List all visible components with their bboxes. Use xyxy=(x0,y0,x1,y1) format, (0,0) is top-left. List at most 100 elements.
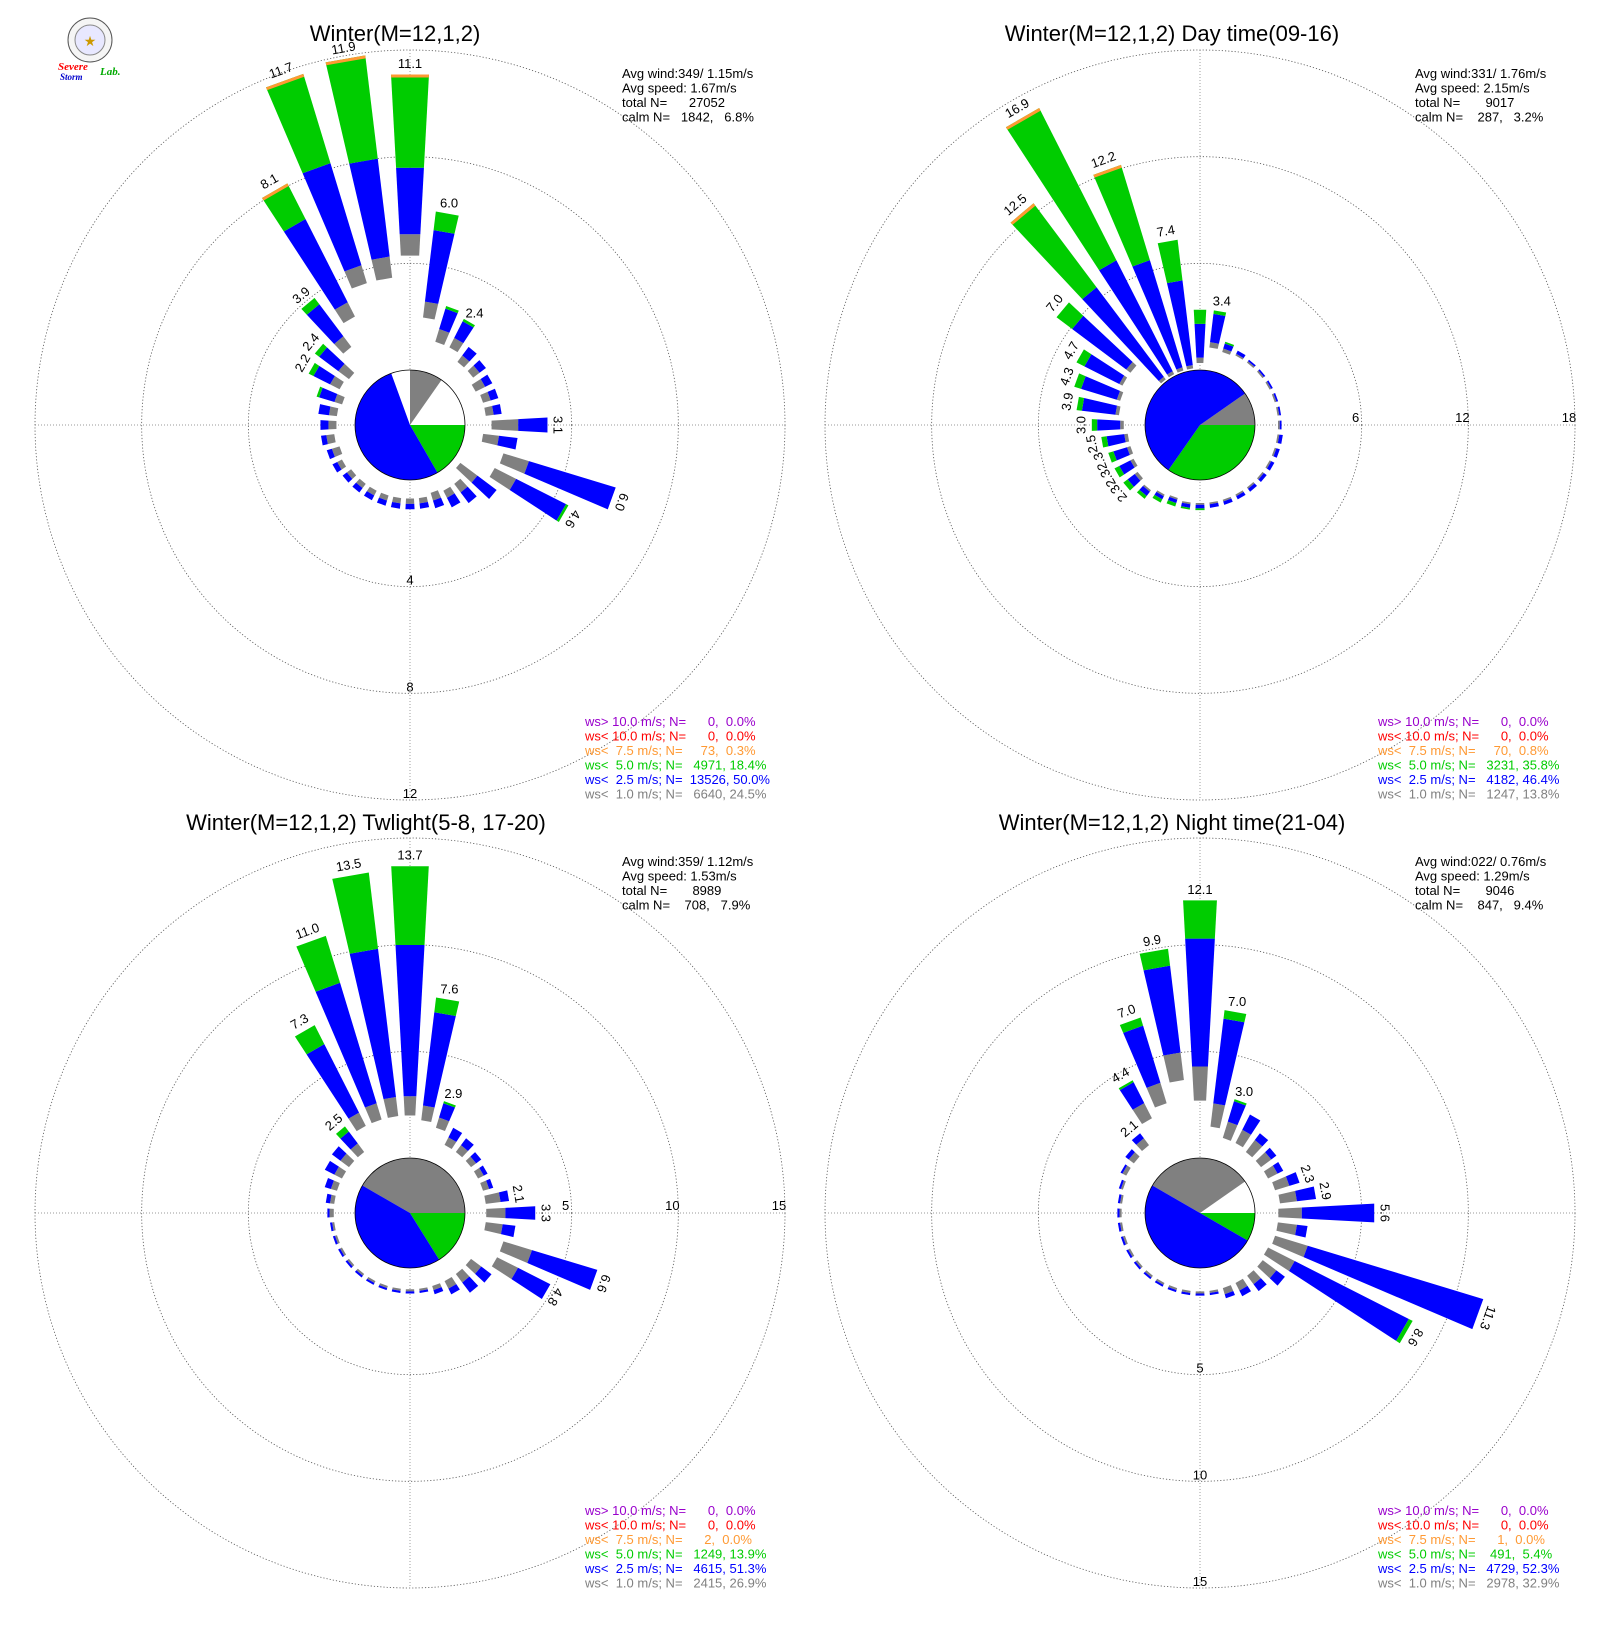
ring-label: 15 xyxy=(1193,1574,1207,1589)
bar-segment-green xyxy=(1005,108,1117,271)
bar-segment-blue xyxy=(1242,1114,1261,1135)
bar-segment-blue xyxy=(1143,965,1181,1056)
bar-segment-blue xyxy=(338,1248,345,1258)
bar-segment-gray xyxy=(455,1268,470,1283)
bar-segment-gray xyxy=(484,405,494,416)
bar-segment-gray xyxy=(423,301,439,320)
legend-entry: ws> 10.0 m/s; N= 0, 0.0% xyxy=(584,714,756,729)
bar-segment-blue xyxy=(518,417,548,433)
calm-pie-blue xyxy=(1145,1185,1248,1268)
bar-segment-blue xyxy=(325,1193,332,1204)
calm-pie-gray xyxy=(362,1157,465,1213)
legend-entry: ws< 7.5 m/s; N= 2, 0.0% xyxy=(584,1532,752,1547)
bar-segment-green xyxy=(1118,1080,1134,1091)
bar-segment-blue xyxy=(1269,1270,1285,1286)
bar-segment-gray xyxy=(1195,502,1205,505)
bar-segment-gray xyxy=(467,365,480,378)
bar-segment-green xyxy=(308,362,320,376)
legend-entry: ws> 10.0 m/s; N= 0, 0.0% xyxy=(1377,1503,1549,1518)
bar-segment-gray xyxy=(491,419,519,431)
wind-rose-panel-3: 5 10 1513.713.511.07.32.54.86.63.32.12.97.… xyxy=(34,810,786,1591)
bar-segment-blue xyxy=(342,472,353,483)
bar-segment-green xyxy=(1010,203,1097,300)
stat-line: Avg wind:331/ 1.76m/s xyxy=(1415,66,1547,81)
legend-entry: ws< 5.0 m/s; N= 4971, 18.4% xyxy=(584,758,767,773)
bar-segment-blue xyxy=(1082,287,1164,381)
bar-segment-gray xyxy=(329,1194,336,1204)
bar-segment-blue xyxy=(1131,1133,1144,1145)
bar-segment-gray xyxy=(356,1268,365,1276)
bar-segment-gray xyxy=(403,1096,417,1116)
bar-segment-blue xyxy=(376,497,388,506)
bar-segment-blue xyxy=(462,1276,479,1293)
bar-segment-blue xyxy=(1209,502,1219,508)
bar-segment-blue xyxy=(1120,1236,1126,1246)
bar-segment-blue xyxy=(1247,483,1258,492)
ring-label: 10 xyxy=(665,1198,679,1213)
bar-segment-gray xyxy=(457,355,470,368)
bar-segment-blue xyxy=(433,1287,444,1295)
legend-entry: ws< 1.0 m/s; N= 2415, 26.9% xyxy=(584,1576,767,1591)
bar-segment-blue xyxy=(1181,1291,1191,1296)
bar-segment-blue xyxy=(486,1178,494,1189)
bar-value-label: 8.1 xyxy=(258,170,281,192)
calm-pie-gray xyxy=(1200,393,1255,425)
bar-segment-blue xyxy=(432,497,445,509)
bar-segment-gray xyxy=(1265,460,1272,469)
bar-value-label: 4.6 xyxy=(562,508,584,531)
bar-segment-gray xyxy=(1146,1082,1167,1108)
bar-segment-gray xyxy=(1181,1289,1191,1294)
bar-segment-gray xyxy=(392,496,402,504)
bar-segment-blue xyxy=(1143,1271,1152,1280)
bar-value-label: 2.9 xyxy=(444,1086,462,1101)
bar-segment-green xyxy=(316,386,323,398)
bar-segment-gray xyxy=(1265,381,1272,390)
bar-segment-blue xyxy=(1118,1179,1124,1189)
bar-segment-blue xyxy=(1154,491,1164,500)
ring-label: 10 xyxy=(1193,1467,1207,1482)
legend-entry: ws< 10.0 m/s; N= 0, 0.0% xyxy=(1377,729,1549,744)
bar-segment-gray xyxy=(1128,1152,1140,1164)
bar-segment-green xyxy=(1119,1017,1144,1033)
bar-segment-green xyxy=(462,318,475,328)
bar-segment-blue xyxy=(1258,369,1266,378)
chart-title: Winter(M=12,1,2) xyxy=(310,21,481,46)
bar-segment-gray xyxy=(1235,1278,1248,1291)
ring xyxy=(931,944,1469,1482)
bar-segment-gray xyxy=(346,469,357,479)
bar-segment-gray xyxy=(334,302,355,324)
bar-segment-gray xyxy=(1132,1103,1152,1125)
bar-segment-blue xyxy=(1272,1161,1284,1174)
bar-segment-blue xyxy=(1213,1018,1245,1106)
stat-line: total N= 8989 xyxy=(622,883,721,898)
ring-label: 18 xyxy=(1562,410,1576,425)
bar-segment-gray xyxy=(347,1258,355,1267)
bar-value-label: 3.3 xyxy=(538,1204,553,1222)
bar-segment-gray xyxy=(418,496,428,504)
bar-segment-gray xyxy=(1158,376,1166,384)
bar-segment-gray xyxy=(1176,367,1184,373)
bar-segment-gray xyxy=(383,1096,399,1118)
legend-entry: ws< 1.0 m/s; N= 1247, 13.8% xyxy=(1377,787,1560,802)
bar-segment-gray xyxy=(480,1180,490,1191)
bar-value-label: 3.4 xyxy=(1213,293,1231,308)
bar-segment-gray xyxy=(328,406,339,417)
bar-segment-blue xyxy=(332,461,342,473)
bar-segment-gray xyxy=(1277,420,1280,430)
bar-segment-gray xyxy=(1257,471,1264,480)
ring xyxy=(824,49,1576,801)
bar-segment-gray xyxy=(1210,1103,1226,1129)
bar-segment-gray xyxy=(465,1258,482,1274)
bar-segment-green xyxy=(296,935,341,992)
ring-label: 5 xyxy=(562,1198,569,1213)
bar-value-label: 2.9 xyxy=(1316,1181,1334,1201)
bar-segment-gray xyxy=(1276,434,1280,444)
bar-value-label: 11.7 xyxy=(267,59,295,81)
bar-segment-blue xyxy=(319,387,338,403)
ring-label: 6 xyxy=(1352,410,1359,425)
bar-segment-gray xyxy=(1155,1278,1165,1285)
bar-segment-blue xyxy=(1253,1278,1267,1292)
bar-value-label: 11.9 xyxy=(330,38,357,57)
bar-segment-gray xyxy=(1115,405,1121,416)
